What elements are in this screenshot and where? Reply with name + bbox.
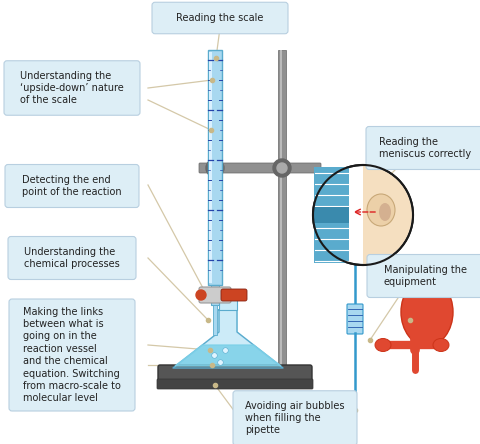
Polygon shape xyxy=(175,345,281,366)
Circle shape xyxy=(273,159,291,177)
FancyBboxPatch shape xyxy=(199,163,321,173)
Ellipse shape xyxy=(379,203,391,221)
FancyBboxPatch shape xyxy=(209,52,212,283)
Circle shape xyxy=(277,163,287,173)
Text: Making the links
between what is
going on in the
reaction vessel
and the chemica: Making the links between what is going o… xyxy=(23,307,121,404)
FancyBboxPatch shape xyxy=(9,299,135,411)
FancyBboxPatch shape xyxy=(152,2,288,34)
Text: Reading the scale: Reading the scale xyxy=(176,13,264,23)
Polygon shape xyxy=(173,310,283,368)
Circle shape xyxy=(206,159,224,177)
Circle shape xyxy=(196,290,206,300)
Ellipse shape xyxy=(375,338,391,352)
Ellipse shape xyxy=(367,194,395,226)
FancyBboxPatch shape xyxy=(278,50,286,385)
FancyBboxPatch shape xyxy=(233,391,357,444)
FancyBboxPatch shape xyxy=(4,61,140,115)
FancyBboxPatch shape xyxy=(280,50,282,385)
Circle shape xyxy=(210,163,220,173)
FancyBboxPatch shape xyxy=(219,295,237,310)
FancyBboxPatch shape xyxy=(157,379,313,389)
Text: Manipulating the
equipment: Manipulating the equipment xyxy=(384,265,467,287)
Ellipse shape xyxy=(433,338,449,352)
Text: Detecting the end
point of the reaction: Detecting the end point of the reaction xyxy=(22,175,122,197)
Wedge shape xyxy=(363,166,412,264)
FancyBboxPatch shape xyxy=(221,289,247,301)
FancyBboxPatch shape xyxy=(8,237,136,280)
Circle shape xyxy=(313,165,413,265)
FancyBboxPatch shape xyxy=(213,305,217,335)
FancyBboxPatch shape xyxy=(158,365,312,387)
FancyBboxPatch shape xyxy=(367,254,480,297)
FancyBboxPatch shape xyxy=(208,50,222,285)
FancyBboxPatch shape xyxy=(314,167,349,263)
FancyBboxPatch shape xyxy=(366,127,480,170)
Text: Understanding the
chemical processes: Understanding the chemical processes xyxy=(24,247,120,269)
Text: Reading the
meniscus correctly: Reading the meniscus correctly xyxy=(379,137,471,159)
FancyBboxPatch shape xyxy=(314,207,349,223)
FancyBboxPatch shape xyxy=(211,285,219,305)
Text: Understanding the
‘upside-down’ nature
of the scale: Understanding the ‘upside-down’ nature o… xyxy=(20,71,124,105)
FancyBboxPatch shape xyxy=(347,304,363,334)
FancyBboxPatch shape xyxy=(199,287,231,303)
FancyBboxPatch shape xyxy=(5,164,139,207)
Text: Avoiding air bubbles
when filling the
pipette: Avoiding air bubbles when filling the pi… xyxy=(245,400,345,436)
Ellipse shape xyxy=(401,278,453,346)
